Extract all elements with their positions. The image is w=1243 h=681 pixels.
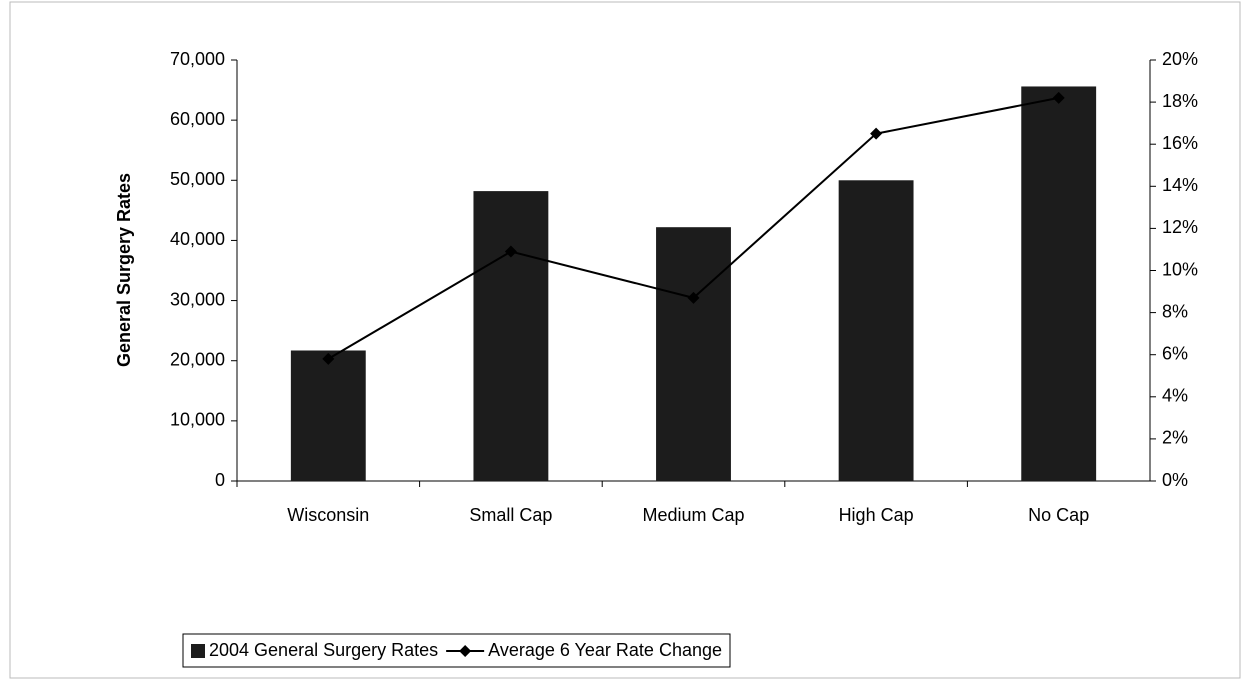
- marker: [870, 127, 883, 140]
- y-tick-label: 50,000: [170, 169, 225, 189]
- y-tick-label: 10,000: [170, 410, 225, 430]
- marker: [504, 245, 517, 258]
- y2-tick-label: 8%: [1162, 301, 1188, 321]
- marker: [1052, 91, 1065, 104]
- y-axis-label: General Surgery Rates: [114, 173, 134, 367]
- y2-tick-label: 6%: [1162, 343, 1188, 363]
- marker: [687, 291, 700, 304]
- y2-tick-label: 4%: [1162, 386, 1188, 406]
- marker: [322, 352, 335, 365]
- legend-label: 2004 General Surgery Rates: [209, 640, 438, 660]
- y-tick-label: 0: [215, 470, 225, 490]
- legend-marker: [459, 645, 472, 657]
- bar: [290, 350, 366, 481]
- y-tick-label: 70,000: [170, 49, 225, 69]
- y-tick-label: 20,000: [170, 349, 225, 369]
- x-tick-label: Wisconsin: [287, 505, 369, 525]
- y-tick-label: 40,000: [170, 229, 225, 249]
- frame: [9, 1, 1241, 679]
- y2-tick-label: 2%: [1162, 428, 1188, 448]
- y2-tick-label: 20%: [1162, 49, 1198, 69]
- x-tick-label: High Cap: [839, 505, 914, 525]
- y2-tick-label: 18%: [1162, 91, 1198, 111]
- y-tick-label: 60,000: [170, 109, 225, 129]
- bar: [473, 191, 549, 481]
- y2-tick-label: 12%: [1162, 217, 1198, 237]
- bar: [656, 227, 731, 481]
- x-tick-label: No Cap: [1028, 505, 1089, 525]
- legend-box: [182, 633, 731, 668]
- y2-tick-label: 14%: [1162, 175, 1198, 195]
- bar: [1021, 86, 1097, 481]
- legend-label: Average 6 Year Rate Change: [488, 640, 722, 660]
- y-tick-label: 30,000: [170, 289, 225, 309]
- x-tick-label: Small Cap: [469, 505, 552, 525]
- y2-tick-label: 0%: [1162, 470, 1188, 490]
- y2-tick-label: 16%: [1162, 133, 1198, 153]
- bar: [838, 180, 914, 482]
- x-tick-label: Medium Cap: [642, 505, 744, 525]
- legend-swatch: [191, 644, 205, 658]
- y2-tick-label: 10%: [1162, 259, 1198, 279]
